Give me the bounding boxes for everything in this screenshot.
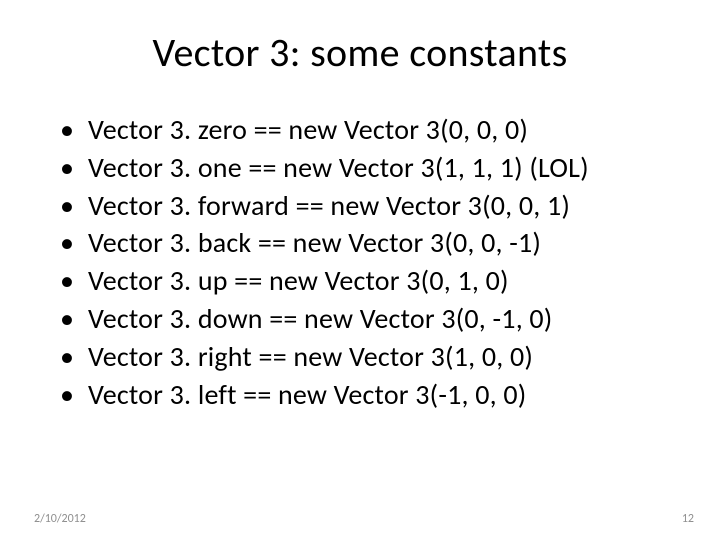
slide-title: Vector 3: some constants	[38, 28, 682, 77]
footer-date: 2/10/2012	[34, 512, 86, 526]
list-item: Vector 3. back == new Vector 3(0, 0, -1)	[60, 224, 682, 262]
list-item: Vector 3. zero == new Vector 3(0, 0, 0)	[60, 111, 682, 149]
slide-content: Vector 3. zero == new Vector 3(0, 0, 0) …	[38, 111, 682, 413]
bullet-list: Vector 3. zero == new Vector 3(0, 0, 0) …	[60, 111, 682, 413]
footer-page-number: 12	[682, 512, 694, 526]
list-item: Vector 3. right == new Vector 3(1, 0, 0)	[60, 338, 682, 376]
list-item: Vector 3. up == new Vector 3(0, 1, 0)	[60, 262, 682, 300]
slide: Vector 3: some constants Vector 3. zero …	[0, 0, 720, 540]
list-item: Vector 3. one == new Vector 3(1, 1, 1) (…	[60, 149, 682, 187]
slide-footer: 2/10/2012 12	[0, 512, 720, 526]
list-item: Vector 3. forward == new Vector 3(0, 0, …	[60, 187, 682, 225]
list-item: Vector 3. down == new Vector 3(0, -1, 0)	[60, 300, 682, 338]
list-item: Vector 3. left == new Vector 3(-1, 0, 0)	[60, 376, 682, 414]
